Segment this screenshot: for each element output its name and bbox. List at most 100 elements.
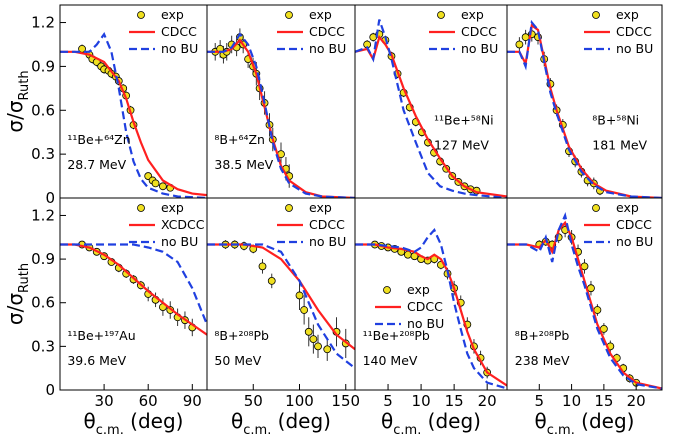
legend-label: exp (309, 7, 332, 22)
legend-label: CDCC (161, 24, 197, 39)
y-tick-label: 1.2 (31, 14, 55, 32)
exp-point (258, 262, 267, 271)
y-tick-label: 0.3 (31, 337, 55, 355)
legend-marker (137, 11, 145, 19)
x-tick-label: 10 (562, 392, 581, 410)
legend-label: CDCC (616, 217, 652, 232)
curve (355, 19, 507, 198)
y-axis-label: σ/σRuth (3, 70, 32, 132)
x-tick-label: 60 (139, 392, 158, 410)
plot-area (507, 211, 662, 390)
plot-area (207, 240, 355, 370)
exp-point (300, 306, 309, 314)
x-axis-label-main: θ (84, 409, 96, 433)
x-axis-label: θc.m. (deg) (381, 409, 481, 437)
y-tick-label: 1.2 (31, 206, 55, 224)
x-axis-label: θc.m. (deg) (231, 409, 331, 437)
y-tick-label: 0.9 (31, 250, 55, 268)
legend-marker (592, 11, 600, 19)
panel: 50 100 150 exp CDCC no BU ⁸B+²⁰⁸Pb 50 MeV θc.m. … (206, 197, 360, 438)
energy-label: 39.6 MeV (67, 353, 126, 368)
exp-point (314, 342, 322, 351)
x-axis-label: θc.m. (deg) (535, 409, 635, 437)
exp-point (309, 335, 318, 343)
x-axis-label-unit: (deg) (124, 409, 184, 433)
panel: 5 10 15 20 exp CDCC no BU ⁸B+²⁰⁸Pb 238 MeV θc.m. … (506, 197, 663, 438)
curve (507, 211, 662, 390)
reaction-label: ⁸B+²⁰⁸Pb (214, 328, 269, 343)
exp-point (323, 345, 332, 354)
legend-label: no BU (461, 41, 498, 56)
legend-label: exp (616, 200, 639, 215)
reaction-label: ¹¹Be+⁵⁸Ni (434, 113, 494, 128)
x-tick-label: 20 (627, 392, 646, 410)
legend-marker (592, 204, 600, 212)
reaction-label: ¹¹Be+¹⁹⁷Au (67, 328, 135, 343)
y-axis-label-sub: Ruth (17, 263, 32, 293)
curve (507, 19, 662, 198)
x-tick-label: 90 (183, 392, 202, 410)
plot-area (355, 228, 507, 390)
x-tick-label: 15 (445, 392, 464, 410)
y-tick-label: 0 (45, 189, 55, 207)
legend-marker (437, 11, 445, 19)
plot-area (207, 28, 355, 198)
curve (355, 243, 507, 387)
panel-frame (506, 197, 663, 391)
y-tick-label: 0.9 (31, 57, 55, 75)
panel: 0 0.3 0.6 0.9 1.2 30 60 90 exp XCDCC no BU ¹¹Be+¹⁹⁷… (3, 197, 208, 438)
y-axis-label: σ/σRuth (3, 263, 32, 325)
x-axis-label-main: θ (535, 409, 547, 433)
legend-label: no BU (309, 234, 346, 249)
y-tick-label: 0 (45, 381, 55, 399)
legend-marker (285, 11, 293, 19)
legend-label: exp (616, 7, 639, 22)
curve (60, 243, 207, 336)
panel: exp CDCC no BU ⁸B+⁵⁸Ni 181 MeV (506, 4, 663, 199)
legend-label: no BU (616, 41, 653, 56)
exp-point (304, 327, 313, 336)
exp-point (580, 262, 589, 271)
y-axis-label-main: σ/σ (3, 100, 27, 132)
x-axis-label-sub: c.m. (96, 423, 124, 437)
legend-label: exp (161, 200, 184, 215)
x-axis-label-sub: c.m. (547, 423, 575, 437)
x-tick-label: 20 (478, 392, 497, 410)
panel: 0 0.3 0.6 0.9 1.2 exp CDCC no BU ¹¹Be+⁶⁴Zn 28.7 M… (3, 4, 208, 207)
legend-label: exp (407, 282, 430, 297)
reaction-label: ⁸B+⁶⁴Zn (214, 132, 265, 147)
legend-label: CDCC (309, 24, 345, 39)
curve (355, 228, 507, 390)
x-tick-label: 100 (285, 392, 314, 410)
legend-label: CDCC (407, 299, 443, 314)
energy-label: 50 MeV (214, 353, 261, 368)
x-tick-label: 10 (412, 392, 431, 410)
energy-label: 140 MeV (363, 353, 418, 368)
legend-label: no BU (161, 41, 198, 56)
x-tick-label: 15 (594, 392, 613, 410)
y-tick-label: 0.6 (31, 294, 55, 312)
exp-point (403, 250, 412, 259)
legend-label: CDCC (309, 217, 345, 232)
legend-label: no BU (161, 234, 198, 249)
energy-label: 38.5 MeV (214, 157, 273, 172)
x-tick-label: 5 (535, 392, 545, 410)
legend-marker (285, 204, 293, 212)
y-tick-label: 0.6 (31, 101, 55, 119)
legend-label: CDCC (616, 24, 652, 39)
reaction-label: ⁸B+⁵⁸Ni (592, 113, 639, 128)
y-tick-label: 0.3 (31, 145, 55, 163)
curve (207, 32, 355, 198)
legend-marker (383, 286, 391, 294)
legend-label: exp (461, 7, 484, 22)
reaction-label: ¹¹Be+⁶⁴Zn (67, 132, 130, 147)
exp-point (515, 40, 524, 49)
curve (60, 50, 207, 197)
exp-point (158, 182, 167, 191)
legend-label: CDCC (461, 24, 497, 39)
curve (60, 31, 207, 198)
plot-area (507, 19, 662, 198)
legend-label: no BU (407, 316, 444, 331)
